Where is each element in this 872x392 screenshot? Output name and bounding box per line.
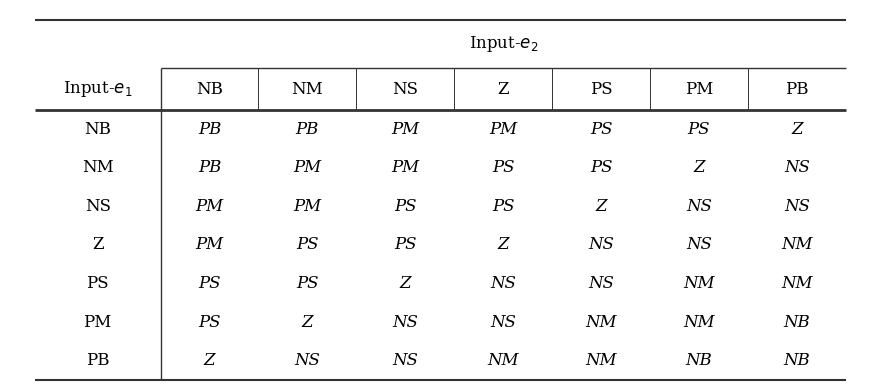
Text: NM: NM [781,275,813,292]
Text: Z: Z [92,236,104,254]
Text: NM: NM [487,352,519,369]
Text: NM: NM [82,159,113,176]
Text: PS: PS [296,275,318,292]
Text: PB: PB [785,80,808,98]
Text: NS: NS [85,198,111,215]
Text: PM: PM [293,159,322,176]
Text: NM: NM [291,80,324,98]
Text: NS: NS [392,80,419,98]
Text: PB: PB [198,159,221,176]
Text: PB: PB [86,352,110,369]
Text: NM: NM [684,275,715,292]
Text: PM: PM [685,80,713,98]
Text: Z: Z [791,121,802,138]
Text: NS: NS [589,236,614,254]
Text: NS: NS [490,314,516,331]
Text: Z: Z [596,198,607,215]
Text: PM: PM [293,198,322,215]
Text: PM: PM [489,121,517,138]
Text: PS: PS [589,80,612,98]
Text: Input-$e_1$: Input-$e_1$ [63,79,133,99]
Text: NS: NS [490,275,516,292]
Text: NM: NM [585,352,617,369]
Text: Z: Z [399,275,411,292]
Text: PS: PS [198,314,221,331]
Text: NS: NS [686,198,712,215]
Text: PS: PS [688,121,711,138]
Text: NM: NM [684,314,715,331]
Text: Z: Z [204,352,215,369]
Text: NB: NB [784,352,810,369]
Text: PB: PB [296,121,319,138]
Text: NS: NS [784,159,810,176]
Text: Z: Z [497,236,509,254]
Text: PS: PS [492,198,514,215]
Text: PS: PS [296,236,318,254]
Text: NS: NS [392,314,419,331]
Text: NS: NS [686,236,712,254]
Text: Input-$e_2$: Input-$e_2$ [468,34,538,54]
Text: Z: Z [693,159,705,176]
Text: PS: PS [394,236,417,254]
Text: NB: NB [85,121,111,138]
Text: PB: PB [198,121,221,138]
Text: PM: PM [392,159,419,176]
Text: Z: Z [302,314,313,331]
Text: NM: NM [781,236,813,254]
Text: PM: PM [84,314,112,331]
Text: PS: PS [394,198,417,215]
Text: PS: PS [589,121,612,138]
Text: NB: NB [685,352,712,369]
Text: PM: PM [195,236,223,254]
Text: NB: NB [784,314,810,331]
Text: PS: PS [198,275,221,292]
Text: Z: Z [497,80,509,98]
Text: PM: PM [195,198,223,215]
Text: NM: NM [585,314,617,331]
Text: NS: NS [589,275,614,292]
Text: PS: PS [86,275,109,292]
Text: NB: NB [196,80,223,98]
Text: PM: PM [392,121,419,138]
Text: PS: PS [589,159,612,176]
Text: NS: NS [784,198,810,215]
Text: PS: PS [492,159,514,176]
Text: NS: NS [295,352,320,369]
Text: NS: NS [392,352,419,369]
